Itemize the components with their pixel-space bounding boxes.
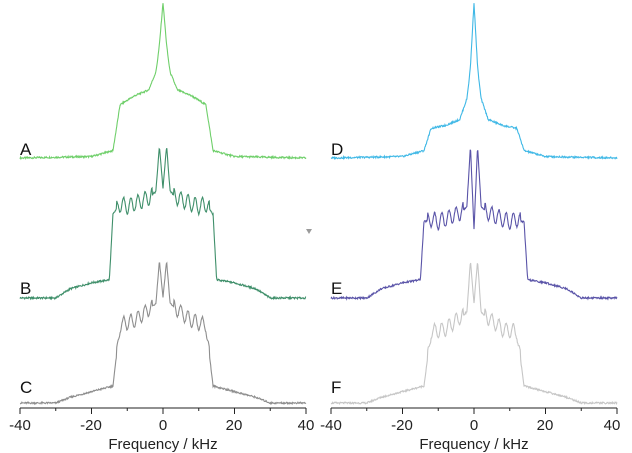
trace-label-b: B bbox=[20, 279, 31, 298]
right-x-axis-label: Frequency / kHz bbox=[419, 436, 528, 453]
trace-c-line bbox=[19, 261, 307, 406]
left-tick-label-4: 40 bbox=[298, 417, 315, 434]
trace-a-line bbox=[19, 3, 307, 161]
left-tick-label-3: 20 bbox=[226, 417, 243, 434]
right-tick-label-4: 40 bbox=[604, 417, 621, 434]
right-tick-label-1: -20 bbox=[391, 417, 413, 434]
left-tick-label-0: -40 bbox=[9, 417, 31, 434]
right-tick-label-3: 20 bbox=[537, 417, 554, 434]
left-traces bbox=[19, 3, 307, 406]
trace-f-line bbox=[330, 262, 618, 406]
left-x-axis-label: Frequency / kHz bbox=[108, 436, 217, 453]
trace-d-line bbox=[330, 3, 618, 161]
trace-label-c: C bbox=[20, 378, 32, 397]
right-traces bbox=[330, 3, 618, 406]
trace-e-line bbox=[330, 149, 618, 301]
trace-label-a: A bbox=[20, 140, 32, 159]
trace-label-e: E bbox=[331, 279, 342, 298]
right-tick-label-2: 0 bbox=[470, 417, 478, 434]
trace-label-d: D bbox=[331, 140, 343, 159]
left-x-ticks bbox=[19, 408, 307, 414]
small-marker-icon bbox=[306, 229, 312, 234]
right-x-ticks bbox=[330, 408, 618, 414]
trace-label-f: F bbox=[331, 378, 341, 397]
left-tick-label-1: -20 bbox=[80, 417, 102, 434]
right-tick-label-0: -40 bbox=[320, 417, 342, 434]
left-tick-label-2: 0 bbox=[159, 417, 167, 434]
trace-b-line bbox=[19, 147, 307, 301]
right-panel: -40 -20 0 20 40 Frequency / kHz D E F bbox=[320, 3, 620, 453]
left-panel: -40 -20 0 20 40 Frequency / kHz A B C bbox=[9, 3, 314, 453]
